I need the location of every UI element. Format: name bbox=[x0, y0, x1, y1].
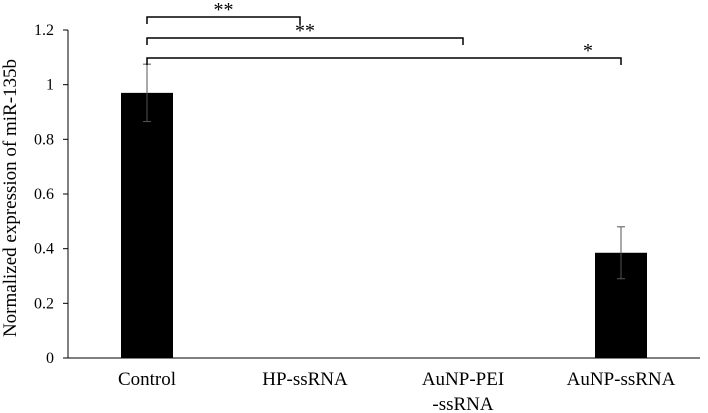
significance-bracket bbox=[146, 57, 622, 65]
y-axis-ticks: 0 0.2 0.4 0.6 0.8 1 1.2 bbox=[34, 22, 68, 367]
y-tick-label: 0 bbox=[46, 350, 54, 367]
y-axis-label: Normalized expression of miR-135b bbox=[0, 59, 21, 337]
x-tick-label: HP-ssRNA bbox=[262, 369, 348, 390]
y-tick-label: 0.4 bbox=[34, 241, 54, 258]
x-tick-label: AuNP-ssRNA bbox=[567, 369, 676, 390]
y-tick-label: 0.8 bbox=[34, 131, 54, 148]
x-axis-labels: Control HP-ssRNA AuNP-PEI -ssRNA AuNP-ssRNA bbox=[118, 369, 676, 413]
significance-brackets: ***** bbox=[146, 0, 622, 65]
significance-label: ** bbox=[214, 0, 234, 21]
significance-label: * bbox=[583, 40, 593, 62]
significance-bracket bbox=[146, 16, 301, 24]
y-tick-label: 0.6 bbox=[34, 186, 54, 203]
y-tick-label: 1.2 bbox=[34, 22, 54, 39]
bar bbox=[121, 92, 173, 358]
bars bbox=[121, 92, 647, 358]
significance-label: ** bbox=[295, 20, 315, 42]
significance-bracket bbox=[146, 37, 464, 45]
y-tick-label: 0.2 bbox=[34, 295, 54, 312]
x-tick-label: AuNP-PEI -ssRNA bbox=[422, 369, 504, 413]
x-tick-label: Control bbox=[118, 369, 176, 390]
error-bars bbox=[143, 63, 625, 280]
y-tick-label: 1 bbox=[46, 77, 54, 94]
